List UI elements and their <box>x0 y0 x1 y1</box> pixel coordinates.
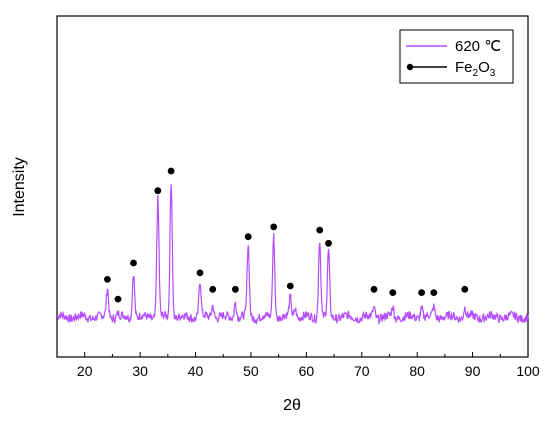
fe2o3-marker-0 <box>104 276 111 283</box>
marker-layer <box>104 167 469 303</box>
legend: 620 ℃ Fe2O3 <box>399 29 514 84</box>
x-tick-label-40: 40 <box>188 363 204 379</box>
x-tick-label-50: 50 <box>243 363 259 379</box>
fe2o3-marker-3 <box>154 187 162 195</box>
plot-frame <box>56 15 529 358</box>
legend-box <box>399 29 514 84</box>
x-tick-label-30: 30 <box>132 363 148 379</box>
fe2o3-marker-1 <box>114 295 122 303</box>
fe2o3-marker-12 <box>325 239 332 247</box>
legend-marker-label: Fe2O3 <box>455 59 496 79</box>
legend-marker-label-fe: Fe <box>455 59 473 76</box>
fe2o3-marker-13 <box>370 285 378 293</box>
x-tick-label-80: 80 <box>409 363 425 379</box>
fe2o3-marker-16 <box>430 289 438 296</box>
series-line-620c <box>56 184 529 326</box>
fe2o3-marker-17 <box>461 285 469 293</box>
tick-layer: 20 30 40 50 60 70 80 90 100 <box>56 352 540 379</box>
legend-series-label: 620 ℃ <box>455 38 501 55</box>
fe2o3-marker-8 <box>244 233 252 241</box>
legend-marker-label-sub1: 2 <box>473 68 479 79</box>
legend-marker-sample <box>406 63 414 71</box>
fe2o3-marker-4 <box>167 167 175 175</box>
fe2o3-marker-7 <box>232 285 239 293</box>
legend-marker-label-o: O <box>478 59 490 76</box>
pattern-layer <box>56 184 529 326</box>
x-tick-label-100: 100 <box>516 363 540 379</box>
fe2o3-marker-10 <box>286 282 294 290</box>
fe2o3-marker-14 <box>389 289 397 296</box>
fe2o3-marker-5 <box>196 269 204 277</box>
fe2o3-marker-15 <box>418 289 425 296</box>
fe2o3-marker-11 <box>316 226 324 234</box>
fe2o3-marker-9 <box>270 223 278 231</box>
x-tick-label-90: 90 <box>465 363 481 379</box>
x-tick-label-20: 20 <box>77 363 93 379</box>
legend-marker-label-sub2: 3 <box>490 68 496 79</box>
x-axis-label: 2θ <box>283 397 301 414</box>
x-tick-label-70: 70 <box>354 363 370 379</box>
fe2o3-marker-6 <box>209 285 217 293</box>
y-axis-label: Intensity <box>11 157 28 217</box>
x-tick-label-60: 60 <box>299 363 315 379</box>
fe2o3-marker-2 <box>130 259 137 267</box>
